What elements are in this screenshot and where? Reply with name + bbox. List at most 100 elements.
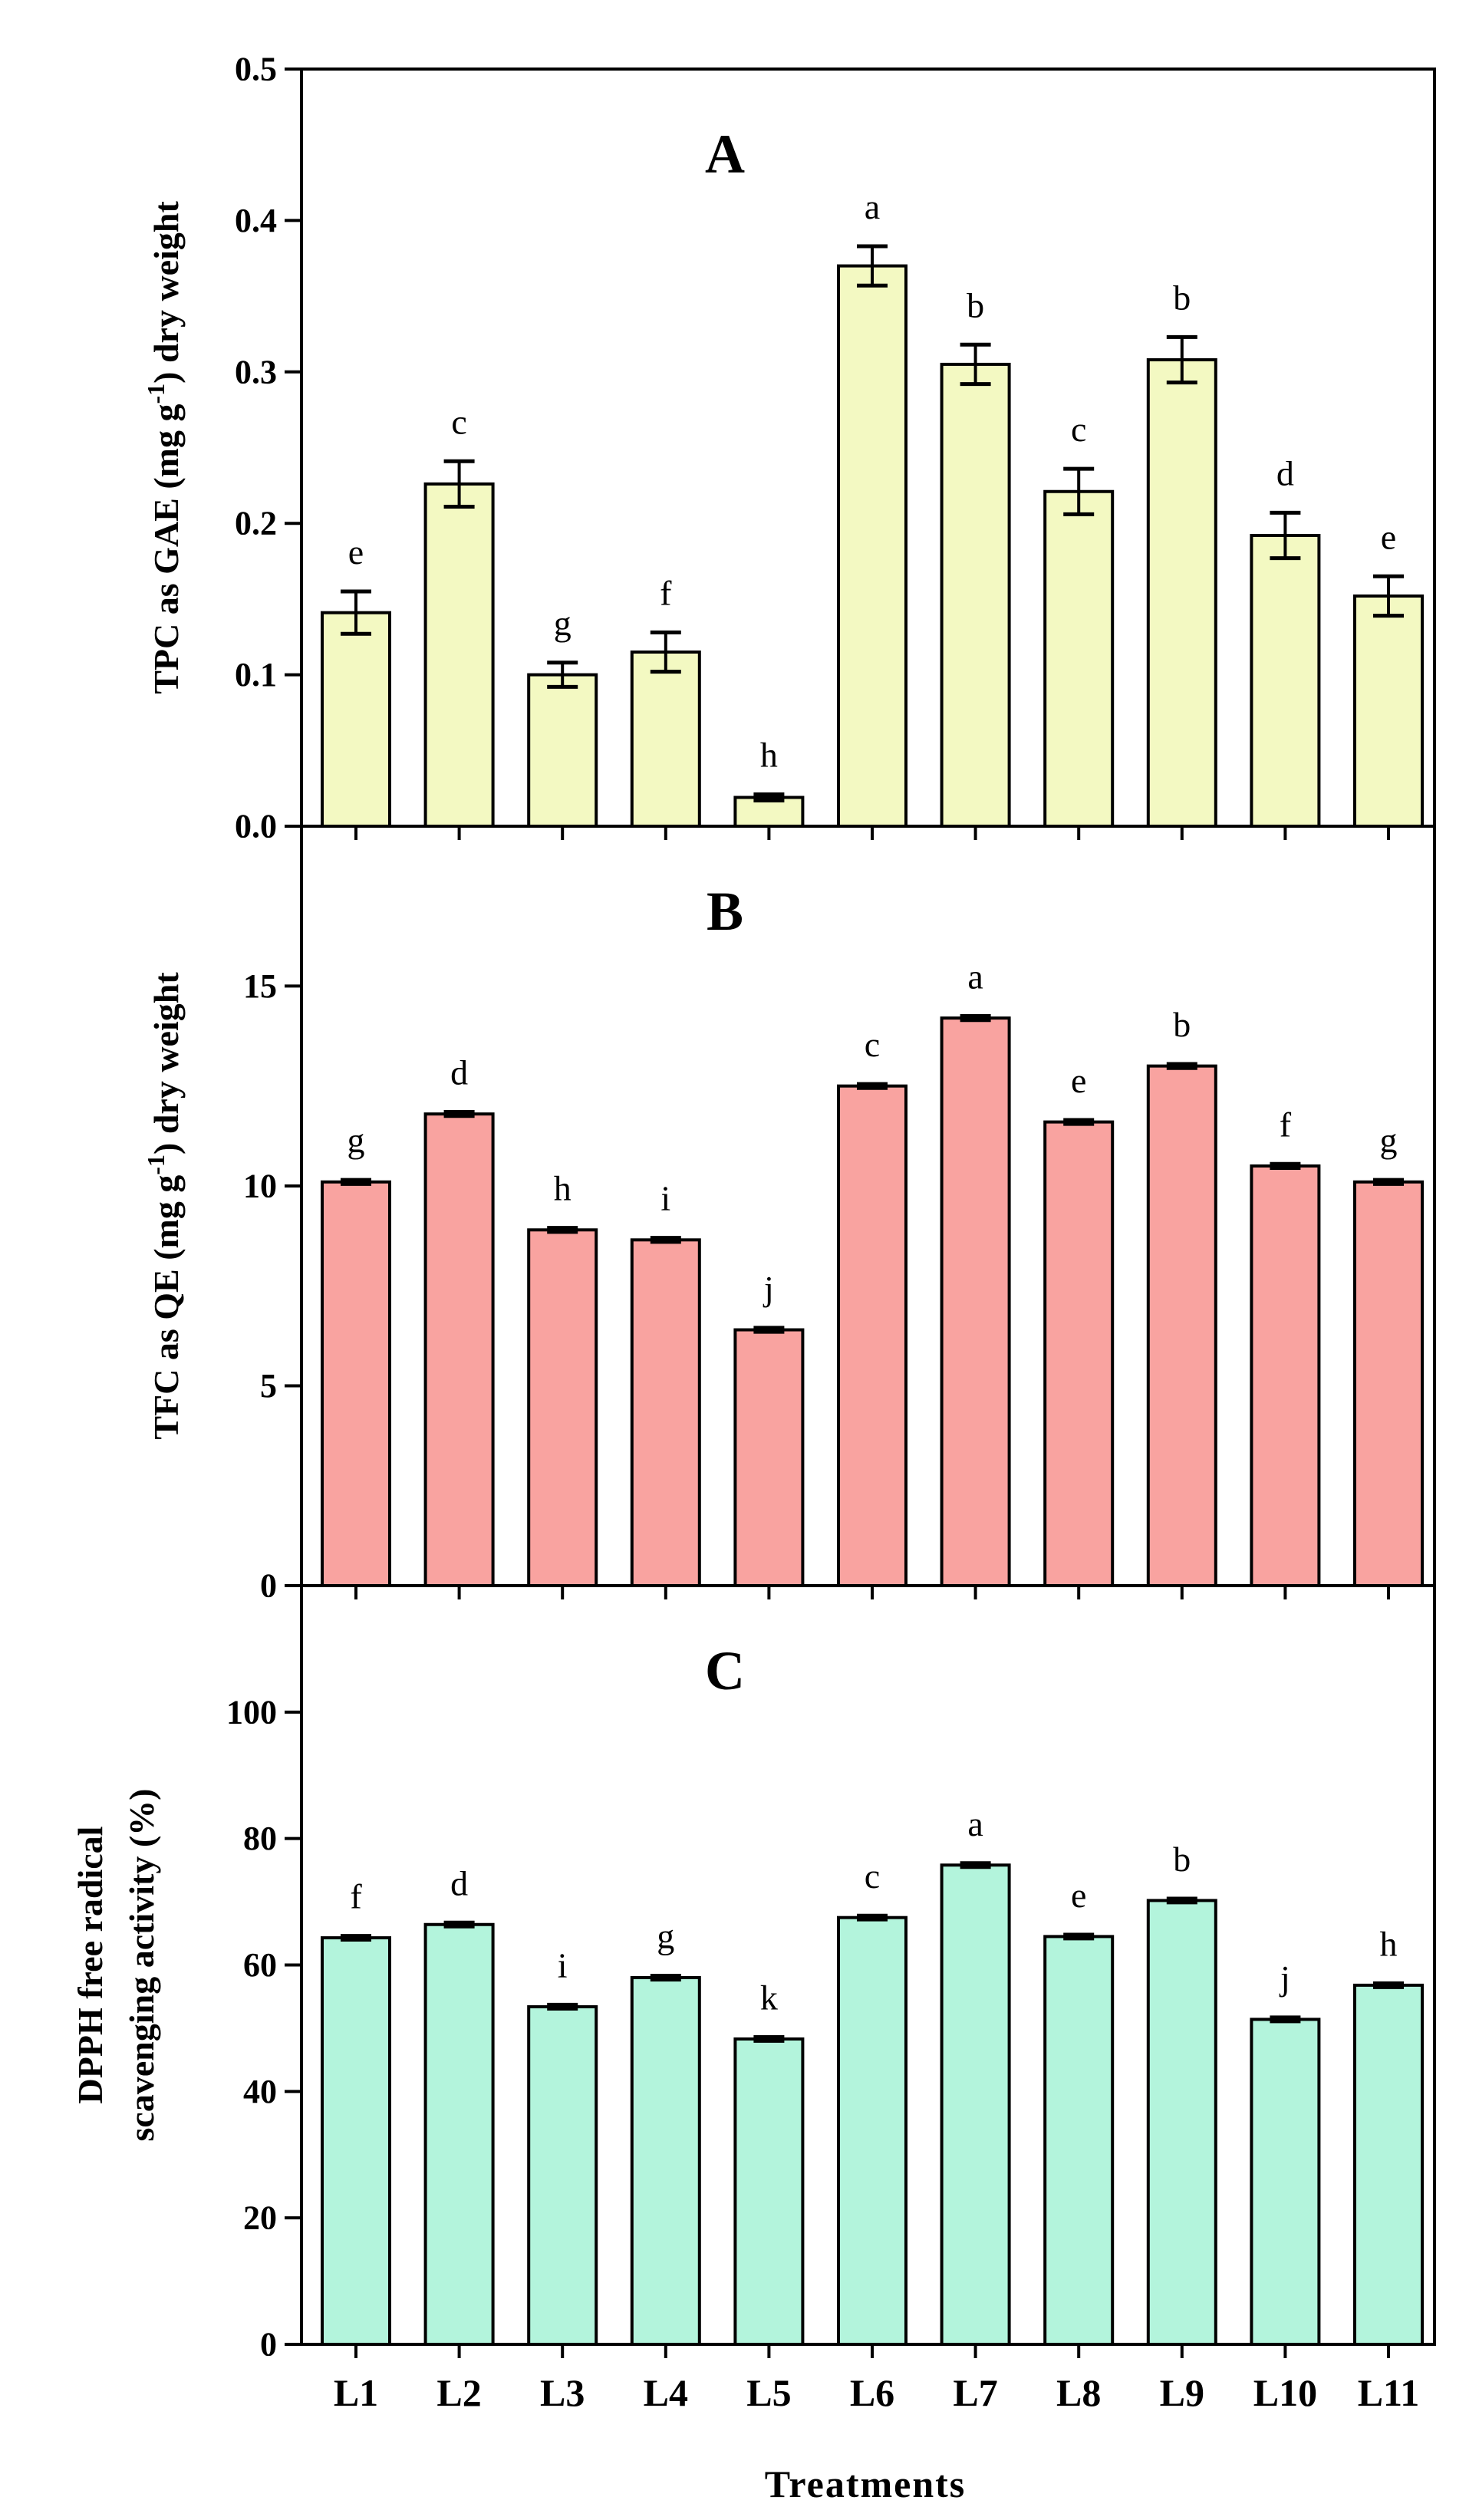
bar-l11	[1353, 1983, 1424, 2346]
x-tick-label: L11	[1358, 2371, 1420, 2414]
significance-letter: i	[558, 1945, 568, 1985]
error-bar	[960, 342, 991, 387]
bar-l8	[1043, 1935, 1115, 2347]
panel-c: f d i g k c a e b j h 0 20 40 60 80 100 C DPPH free radica…	[71, 1584, 1436, 2414]
panel-a: e c g f h a b c b d e 0.0 0.1 0.2 0.3 0.4 0.5 A TPC as GAE…	[142, 51, 1436, 845]
significance-letter: e	[348, 532, 364, 572]
significance-letter: b	[967, 285, 984, 324]
error-bar	[1166, 1062, 1197, 1070]
significance-letter: c	[451, 402, 466, 441]
bar-l6	[837, 1084, 907, 1587]
y-tick-label: 0	[260, 1567, 277, 1605]
error-bar	[1373, 574, 1404, 618]
x-tick-label: L3	[540, 2371, 585, 2414]
error-bar	[960, 1861, 991, 1869]
bar-l4	[630, 650, 701, 828]
bar-l10	[1250, 2018, 1321, 2347]
error-bar	[857, 1913, 888, 1922]
error-bar	[1166, 334, 1197, 385]
significance-letter: d	[450, 1053, 468, 1092]
bar-l1	[321, 611, 391, 828]
y-tick-label: 15	[243, 967, 277, 1005]
error-bar	[650, 630, 681, 674]
significance-letter: a	[865, 187, 880, 226]
significance-letter: f	[660, 573, 672, 612]
bar-l2	[423, 1112, 495, 1587]
y-tick-label: 20	[243, 2199, 277, 2237]
error-bar	[857, 1082, 888, 1090]
x-tick-label: L10	[1253, 2371, 1317, 2414]
panel-label: C	[705, 1640, 745, 1701]
significance-letter: k	[760, 1978, 778, 2017]
significance-letter: e	[1071, 1876, 1086, 1915]
x-tick-label: L2	[436, 2371, 481, 2414]
y-axis-title: TFC as QE (mg g-1) dry weight	[142, 972, 186, 1440]
y-tick-label: 0.1	[235, 656, 277, 693]
y-axis-title: scavenging activity (%)	[122, 1789, 161, 2142]
error-bar	[341, 1934, 371, 1942]
bar-l10	[1250, 1164, 1321, 1588]
bar-l6	[837, 1916, 907, 2346]
y-tick-label: 10	[243, 1167, 277, 1204]
error-bar	[753, 1326, 785, 1334]
error-bar	[1063, 466, 1095, 516]
error-bar	[547, 660, 578, 689]
bar-l10	[1250, 533, 1321, 828]
y-tick-label: 0.0	[235, 808, 277, 845]
error-bar	[1373, 1178, 1404, 1186]
significance-letter: e	[1381, 517, 1396, 556]
significance-letter: a	[967, 957, 983, 996]
x-tick-label: L8	[1056, 2371, 1101, 2414]
significance-letter: g	[1380, 1121, 1398, 1160]
x-tick-label: L5	[746, 2371, 791, 2414]
bar-l9	[1146, 1064, 1217, 1587]
significance-letter: c	[865, 1856, 880, 1896]
panel-b: g d h i j c a e b f g 0 5 10 15 B TFC as QE (mg g-1) dry…	[142, 825, 1436, 1605]
significance-letter: c	[865, 1025, 880, 1064]
bar-l11	[1353, 1180, 1424, 1587]
significance-letter: h	[554, 1169, 572, 1208]
error-bar	[650, 1236, 681, 1244]
error-bar	[1270, 510, 1301, 561]
y-tick-label: 80	[243, 1820, 277, 1857]
y-tick-label: 100	[226, 1693, 277, 1731]
bar-l2	[423, 482, 495, 828]
panel-label: B	[707, 881, 743, 942]
bar-l6	[837, 264, 907, 828]
error-bar	[443, 1110, 475, 1118]
x-tick-label: L4	[644, 2371, 688, 2414]
y-tick-label: 0.5	[235, 51, 277, 88]
bar-l4	[630, 1975, 701, 2347]
significance-letter: a	[967, 1804, 983, 1843]
significance-letter: f	[350, 1877, 362, 1916]
bar-l1	[321, 1180, 391, 1587]
bar-l9	[1146, 358, 1217, 828]
bar-l3	[527, 2004, 598, 2347]
x-tick-label: L6	[850, 2371, 894, 2414]
error-bar	[753, 792, 785, 802]
error-bar	[1270, 1161, 1301, 1170]
error-bar	[341, 589, 371, 636]
significance-letter: g	[554, 604, 572, 643]
bar-l7	[940, 1863, 1011, 2347]
y-tick-label: 40	[243, 2073, 277, 2110]
y-axis-title: TPC as GAE (mg g-1) dry weight	[142, 201, 186, 694]
significance-letter: h	[1380, 1924, 1398, 1963]
error-bar	[547, 1226, 578, 1234]
significance-letter: c	[1071, 410, 1086, 449]
error-bar	[341, 1178, 371, 1186]
y-tick-label: 60	[243, 1946, 277, 1984]
bar-l8	[1043, 489, 1115, 828]
bar-l8	[1043, 1120, 1115, 1588]
error-bar	[547, 2002, 578, 2011]
error-bar	[650, 1974, 681, 1981]
bar-l7	[940, 1016, 1011, 1587]
panel-label: A	[705, 124, 745, 185]
x-tick-label: L1	[334, 2371, 378, 2414]
significance-letter: b	[1173, 278, 1191, 317]
error-bar	[753, 2034, 785, 2043]
error-bar	[443, 1920, 475, 1929]
error-bar	[857, 244, 888, 288]
error-bar	[1270, 2015, 1301, 2024]
y-tick-label: 0.4	[235, 202, 277, 239]
